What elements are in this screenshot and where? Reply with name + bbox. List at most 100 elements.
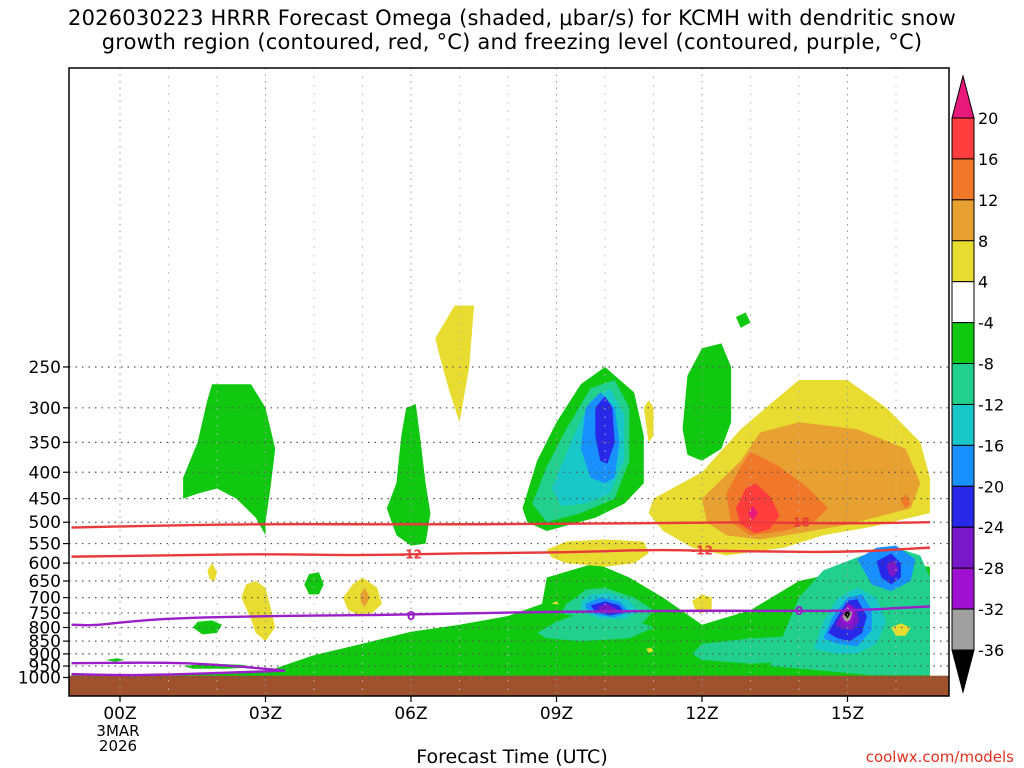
colorbar-label--8: -8 xyxy=(978,355,994,374)
y-tick-label-700: 700 xyxy=(29,589,61,609)
omega-magenta-13z xyxy=(748,506,758,520)
contour-label-1: -12 xyxy=(400,548,422,562)
colorbar-label-20: 20 xyxy=(978,109,998,128)
colorbar-swatch-m16_m12 xyxy=(951,403,975,446)
omega-yellow-02z xyxy=(207,563,217,581)
y-tick-label-400: 400 xyxy=(29,463,61,483)
chart-title-line1: 2026030223 HRRR Forecast Omega (shaded, … xyxy=(68,6,956,30)
y-axis: 2503003504004505005506006507007508008509… xyxy=(18,358,69,689)
y-tick-label-850: 850 xyxy=(29,632,61,652)
y-tick-label-250: 250 xyxy=(29,358,61,378)
contour-line-4 xyxy=(71,669,285,677)
y-tick-label-550: 550 xyxy=(29,535,61,555)
x-tick-label-03Z: 03Z xyxy=(249,704,282,724)
credit-link[interactable]: coolwx.com/models xyxy=(865,748,1014,766)
colorbar-label--24: -24 xyxy=(978,518,1004,537)
colorbar-label-4: 4 xyxy=(978,273,988,292)
x-tick-label-12Z: 12Z xyxy=(685,704,718,724)
omega-green-06z xyxy=(386,404,431,546)
colorbar-swatch-m20_m16 xyxy=(951,444,975,487)
contour-line-3 xyxy=(71,661,286,672)
omega-darkblue-10z-aloft xyxy=(595,396,615,464)
colorbar-label--20: -20 xyxy=(978,477,1004,496)
x-tick-label-06Z: 06Z xyxy=(394,704,427,724)
contour-label-0: -18 xyxy=(788,516,810,530)
x-axis: 00Z 03Z 06Z 09Z 12Z 15Z xyxy=(103,696,864,724)
omega-green-00z-sfc xyxy=(105,658,125,662)
colorbar-label--36: -36 xyxy=(978,641,1004,660)
date-label-year: 2026 xyxy=(98,737,138,755)
colorbar-swatch-m32_m28 xyxy=(951,567,975,610)
omega-yellow-11z-aloft xyxy=(643,400,654,443)
y-tick-label-350: 350 xyxy=(29,433,61,453)
y-tick-label-450: 450 xyxy=(29,490,61,510)
chart-title-line2: growth region (contoured, red, °C) and f… xyxy=(101,30,923,54)
omega-yellow-10z-mid xyxy=(546,539,649,567)
date-label: 3MAR 2026 xyxy=(92,724,144,754)
colorbar-swatch-m28_m24 xyxy=(951,526,975,569)
chart-title: 2026030223 HRRR Forecast Omega (shaded, … xyxy=(0,6,1024,54)
colorbar-label-12: 12 xyxy=(978,191,998,210)
ground-layer xyxy=(69,675,949,696)
colorbar-swatch-m8_m4 xyxy=(951,322,975,365)
x-axis-title: Forecast Time (UTC) xyxy=(416,746,608,768)
y-tick-label-1000: 1000 xyxy=(18,669,61,689)
colorbar-label--4: -4 xyxy=(978,314,994,333)
contour-line-2 xyxy=(71,605,931,627)
omega-red-13z xyxy=(735,483,780,534)
colorbar-label-8: 8 xyxy=(978,232,988,251)
omega-yellow-07z xyxy=(435,305,475,423)
y-tick-label-800: 800 xyxy=(29,619,61,639)
omega-yellow-03z xyxy=(241,581,276,642)
grid-lines xyxy=(69,68,949,696)
temperature-contours: -12 -12 -18 0 0 xyxy=(71,516,931,677)
x-tick-label-09Z: 09Z xyxy=(540,704,573,724)
colorbar-label--16: -16 xyxy=(978,436,1004,455)
ground-surface xyxy=(69,675,949,696)
contour-line-1 xyxy=(71,546,931,558)
omega-yellow-16z-low xyxy=(891,623,911,636)
omega-green-02z xyxy=(183,384,276,536)
omega-gold-05z xyxy=(360,587,370,607)
y-tick-label-750: 750 xyxy=(29,604,61,624)
omega-green-02z-low xyxy=(192,620,222,635)
colorbar-bottom-arrow xyxy=(951,649,975,694)
omega-purple-16z xyxy=(886,560,899,578)
colorbar-swatch-8_12 xyxy=(951,199,975,242)
y-tick-label-650: 650 xyxy=(29,572,61,592)
omega-yellow-12z-low xyxy=(692,594,712,614)
contour-label-2: 0 xyxy=(795,604,803,618)
x-tick-label-15Z: 15Z xyxy=(831,704,864,724)
colorbar-label-16: 16 xyxy=(978,150,998,169)
colorbar-swatch-m4_4 xyxy=(951,281,975,324)
colorbar-label--32: -32 xyxy=(978,600,1004,619)
contour-line-0 xyxy=(71,521,930,529)
omega-green-12z-aloft xyxy=(682,343,732,461)
y-tick-label-300: 300 xyxy=(29,399,61,419)
colorbar-top-arrow xyxy=(951,74,975,119)
colorbar: 20 16 12 8 4 -4 -8 -12 -16 -20 -24 -28 -32 -36 xyxy=(951,74,1004,694)
colorbar-label--12: -12 xyxy=(978,395,1004,414)
colorbar-swatch-4_8 xyxy=(951,240,975,283)
omega-yellow-speck-9z xyxy=(551,600,559,605)
plot-frame xyxy=(68,67,950,697)
colorbar-swatch-12_16 xyxy=(951,158,975,201)
y-tick-label-500: 500 xyxy=(29,513,61,533)
omega-shading xyxy=(71,305,930,678)
colorbar-swatch-m24_m20 xyxy=(951,485,975,528)
omega-orange-16z xyxy=(900,493,911,509)
omega-green-04z xyxy=(304,572,324,595)
contour-label-2: 0 xyxy=(407,609,415,623)
colorbar-swatch-16_20 xyxy=(951,117,975,160)
colorbar-swatch-m36_m32 xyxy=(951,608,975,651)
omega-green-top xyxy=(735,312,751,328)
date-label-day: 3MAR xyxy=(96,722,140,740)
omega-yellow-speck-11z xyxy=(646,647,654,653)
y-tick-label-900: 900 xyxy=(29,645,61,665)
y-tick-label-600: 600 xyxy=(29,554,61,574)
contour-label-1: -12 xyxy=(691,543,713,557)
colorbar-swatch-m12_m8 xyxy=(951,363,975,405)
y-tick-label-950: 950 xyxy=(29,657,61,677)
colorbar-label--28: -28 xyxy=(978,559,1004,578)
